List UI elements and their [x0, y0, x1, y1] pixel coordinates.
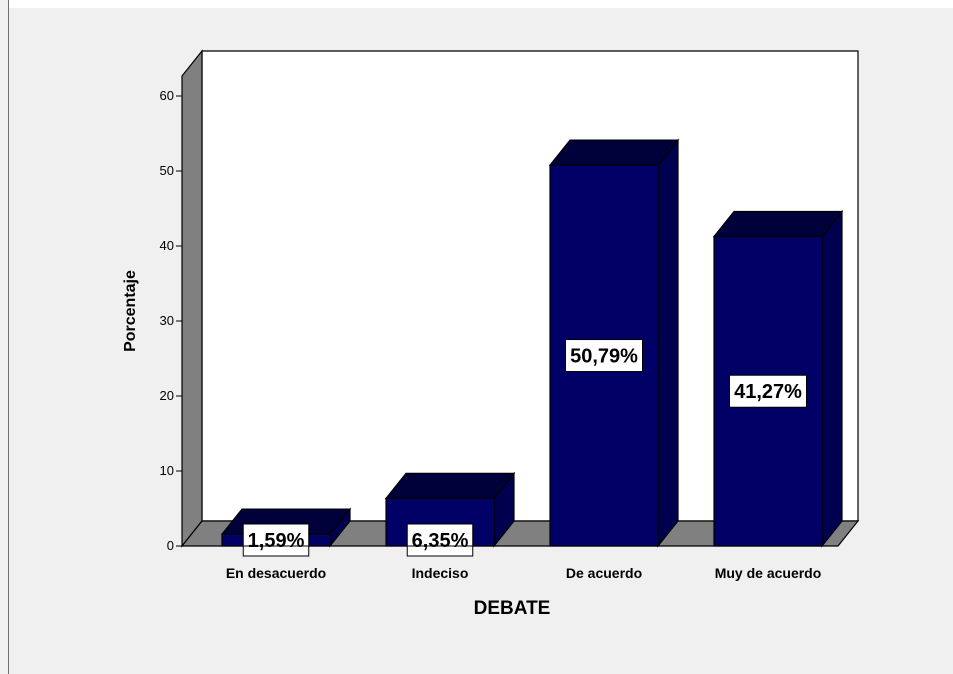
y-tick-label: 60 [160, 88, 174, 103]
x-axis: En desacuerdo Indeciso De acuerdo Muy de ac… [182, 545, 838, 581]
top-border-strip [9, 0, 953, 8]
bar-side-face [657, 138, 679, 548]
data-label: 41,27% [729, 374, 807, 408]
data-label-text: 1,59% [248, 530, 305, 552]
left-border-line [8, 0, 9, 674]
data-label: 1,59% [242, 523, 310, 557]
data-label-text: 6,35% [412, 530, 469, 552]
y-axis: 0 10 20 30 40 50 60 [160, 88, 183, 553]
data-label-box [406, 523, 474, 557]
bar-top-face [548, 139, 680, 166]
x-axis-title: DEBATE [474, 598, 551, 619]
y-axis-title: Porcentaje [122, 270, 139, 352]
bar-top-face [712, 210, 844, 238]
data-label-box [242, 523, 310, 557]
x-tick-label: En desacuerdo [226, 565, 326, 581]
chart-walls [181, 49, 859, 548]
bar-side-face [821, 209, 843, 548]
y-tick-label: 10 [160, 463, 174, 478]
y-tick-label: 0 [167, 538, 174, 553]
bar-top-face [384, 472, 516, 499]
x-tick-label: De acuerdo [566, 565, 642, 581]
x-tick-label: Muy de acuerdo [715, 565, 822, 581]
y-tick-label: 30 [160, 313, 174, 328]
data-label-text: 41,27% [734, 381, 802, 403]
y-tick-label: 40 [160, 238, 174, 253]
x-tick-label: Indeciso [412, 565, 469, 581]
side-wall [181, 49, 203, 548]
y-tick-label: 20 [160, 388, 174, 403]
data-label-text: 50,79% [570, 346, 638, 368]
y-tick-label: 50 [160, 163, 174, 178]
data-label: 50,79% [565, 339, 643, 373]
data-label-box [565, 339, 643, 373]
bars-group: 1,59% 6,35% 50,79% 41,27% [220, 138, 844, 557]
data-label-box [729, 374, 807, 408]
data-label: 6,35% [406, 523, 474, 557]
bar [384, 471, 516, 548]
